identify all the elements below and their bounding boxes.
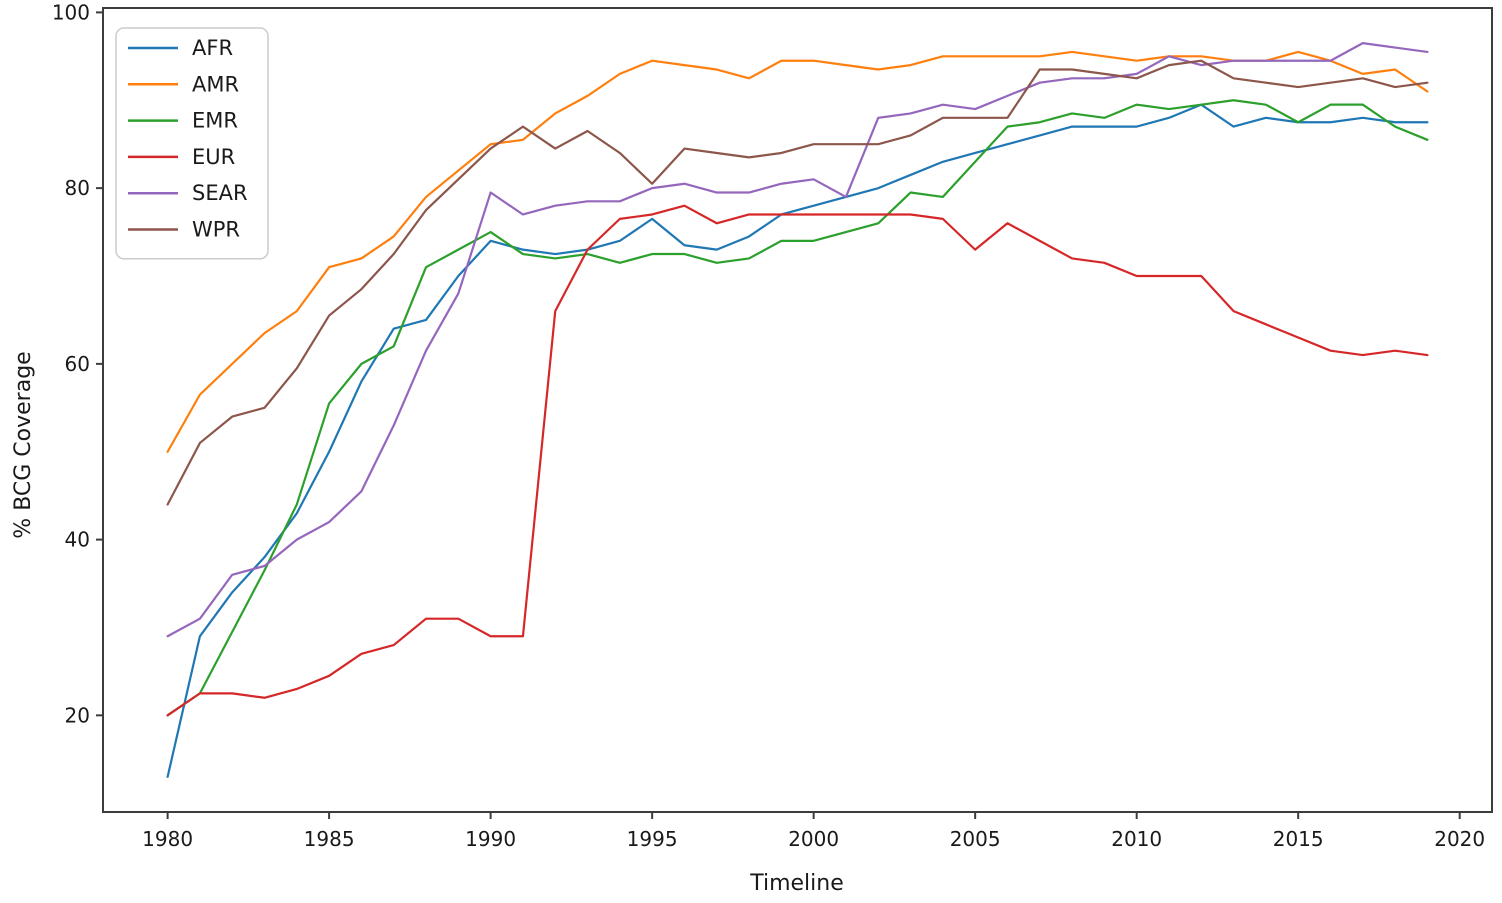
legend-item-emr: EMR <box>128 109 238 133</box>
x-tick-label: 1995 <box>627 827 678 851</box>
legend-label-sear: SEAR <box>192 181 248 205</box>
y-axis-label: % BCG Coverage <box>11 351 36 538</box>
x-tick-label: 2000 <box>788 827 839 851</box>
y-tick-label: 100 <box>52 0 90 24</box>
series-line-wpr <box>166 59 1429 506</box>
series-line-sear <box>166 42 1429 638</box>
legend-item-wpr: WPR <box>128 218 240 242</box>
x-tick-label: 2010 <box>1111 827 1162 851</box>
legend-label-amr: AMR <box>192 72 239 96</box>
plot-frame <box>102 7 1493 813</box>
series-line-eur <box>166 204 1429 717</box>
series-line-emr <box>166 99 1429 717</box>
x-tick-label: 2005 <box>950 827 1001 851</box>
y-tick-label: 80 <box>65 176 90 200</box>
y-tick-label: 60 <box>65 352 90 376</box>
legend-item-sear: SEAR <box>128 181 248 205</box>
y-tick-label: 40 <box>65 528 90 552</box>
legend-label-afr: AFR <box>192 36 233 60</box>
y-axis-ticks: 20 40 60 80 100 <box>52 0 103 727</box>
series-line-afr <box>166 103 1429 778</box>
x-tick-label: 1980 <box>142 827 193 851</box>
x-tick-label: 2020 <box>1434 827 1485 851</box>
legend: AFR AMR EMR EUR SEAR WPR <box>115 27 269 260</box>
legend-item-eur: EUR <box>128 145 235 169</box>
y-tick-label: 20 <box>65 703 90 727</box>
legend-item-afr: AFR <box>128 36 233 60</box>
x-tick-label: 1990 <box>465 827 516 851</box>
legend-item-amr: AMR <box>128 72 239 96</box>
x-axis-label: Timeline <box>749 871 844 896</box>
legend-label-emr: EMR <box>192 109 238 133</box>
series-line-amr <box>166 50 1429 453</box>
x-tick-label: 2015 <box>1273 827 1324 851</box>
legend-box <box>115 27 269 260</box>
x-axis-ticks: 1980 1985 1990 1995 2000 2005 2010 2015 2020 <box>142 812 1485 851</box>
x-tick-label: 1985 <box>304 827 355 851</box>
legend-label-eur: EUR <box>192 145 235 169</box>
series-lines <box>166 42 1429 778</box>
legend-label-wpr: WPR <box>192 218 240 242</box>
